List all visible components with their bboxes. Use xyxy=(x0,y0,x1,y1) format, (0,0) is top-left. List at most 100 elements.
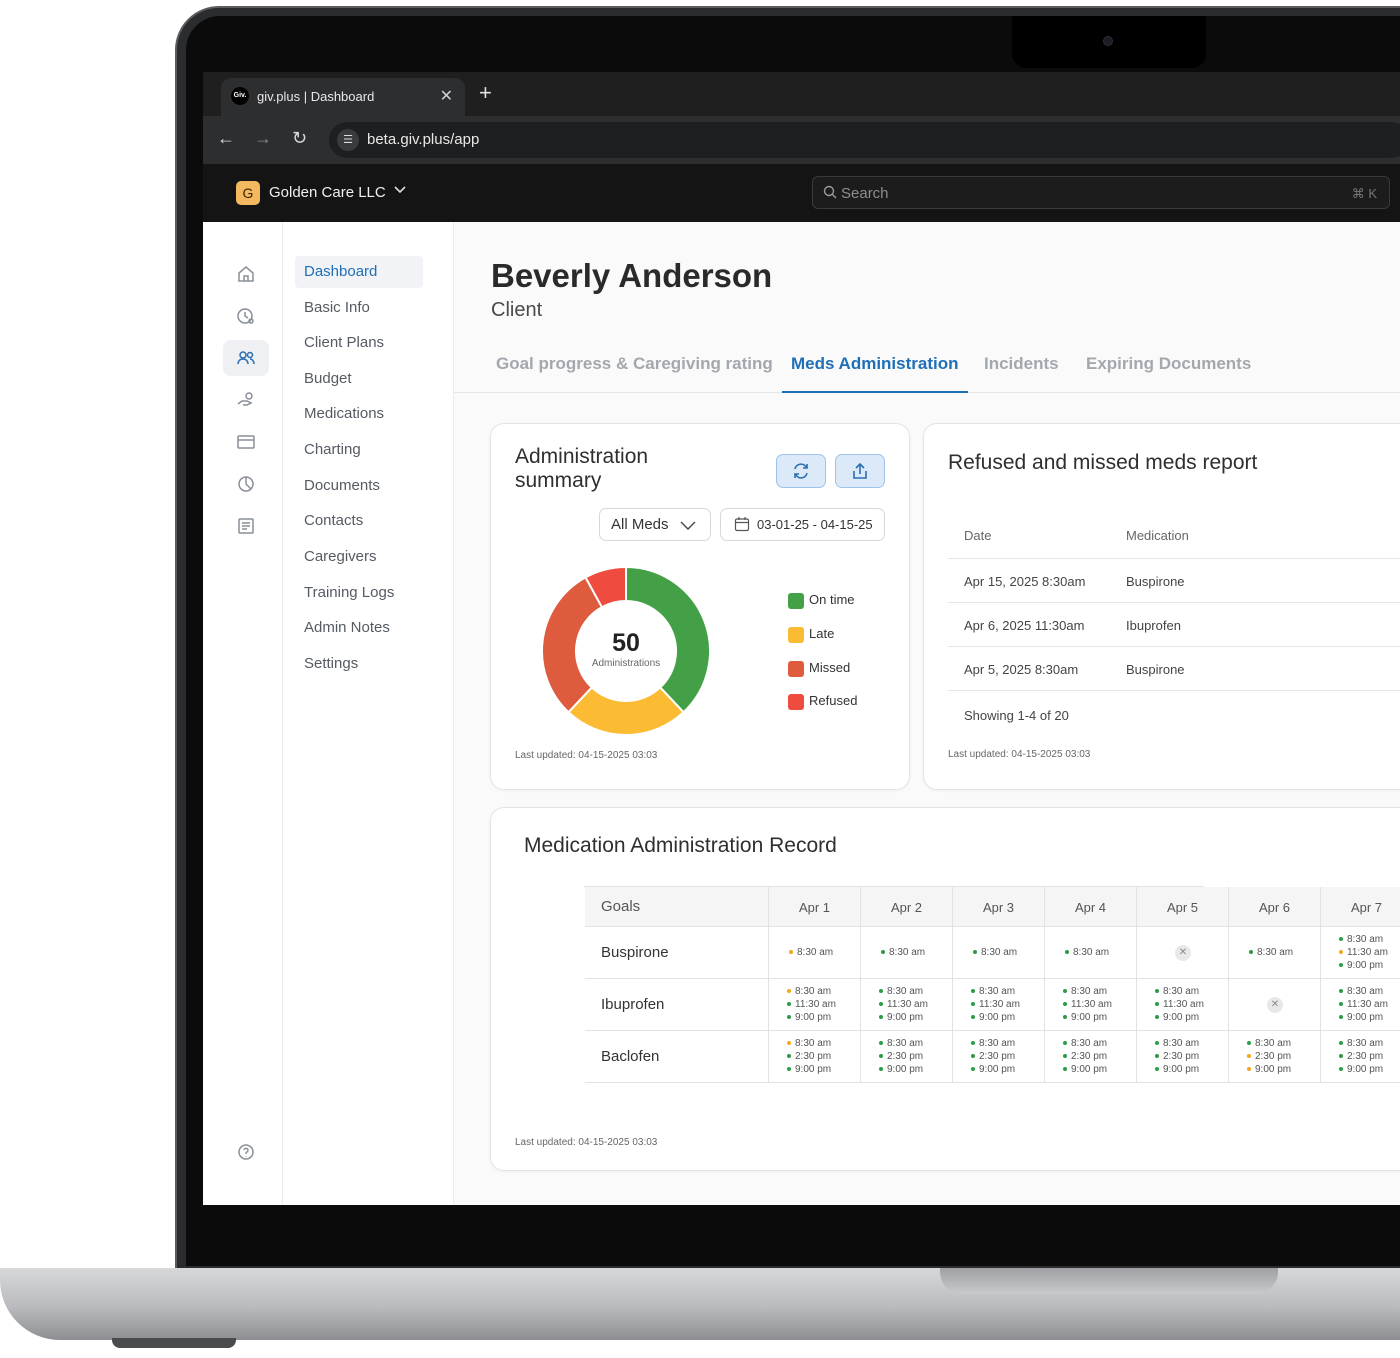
mar-cell[interactable]: 8:30 am 11:30 am 9:00 pm xyxy=(1137,979,1229,1031)
mar-dose-time: 8:30 am xyxy=(787,1037,831,1050)
mar-cell[interactable]: 8:30 am 2:30 pm 9:00 pm xyxy=(769,1031,861,1083)
search-input[interactable]: Search ⌘ K xyxy=(812,176,1390,209)
dose-status-dot xyxy=(1249,950,1253,955)
dose-status-dot xyxy=(1339,1002,1343,1007)
mar-dose-time: 9:00 pm xyxy=(1247,1063,1291,1076)
mar-cell[interactable]: 8:30 am 2:30 pm 9:00 pm xyxy=(1045,1031,1137,1083)
search-shortcut: ⌘ K xyxy=(1351,186,1377,201)
browser-tab[interactable]: Giv. giv.plus | Dashboard ✕ xyxy=(221,78,465,116)
subnav-item-admin-notes[interactable]: Admin Notes xyxy=(304,619,390,636)
legend-label: Late xyxy=(809,626,835,641)
mar-dose-time: 11:30 am xyxy=(879,998,928,1011)
clock-person-icon[interactable] xyxy=(223,298,269,334)
mar-cell[interactable]: 8:30 am xyxy=(769,927,861,979)
dose-status-dot xyxy=(1155,1041,1159,1046)
tab-goal-progress[interactable]: Goal progress & Caregiving rating xyxy=(496,354,773,373)
legend-item-late: Late xyxy=(788,625,834,643)
mar-cell[interactable]: 8:30 am 11:30 am 9:00 pm xyxy=(1045,979,1137,1031)
mar-cell[interactable]: 8:30 am 11:30 am 9:00 pm xyxy=(1321,927,1400,979)
dose-status-dot xyxy=(879,1002,883,1007)
tab-title: giv.plus | Dashboard xyxy=(257,89,375,104)
dose-status-dot xyxy=(1247,1041,1251,1046)
dose-status-dot xyxy=(1339,963,1343,968)
subnav-item-client-plans[interactable]: Client Plans xyxy=(304,334,385,351)
subnav-item-documents[interactable]: Documents xyxy=(304,477,380,494)
legend-label: Missed xyxy=(809,660,851,675)
donut-slice-on-time xyxy=(625,566,711,714)
subnav-item-training-logs[interactable]: Training Logs xyxy=(304,584,395,601)
dose-status-dot xyxy=(881,950,885,955)
help-icon[interactable] xyxy=(223,1134,269,1170)
camera-icon xyxy=(1103,36,1113,46)
subnav-item-caregivers[interactable]: Caregivers xyxy=(304,548,377,565)
meds-filter-select[interactable]: All Meds xyxy=(599,508,711,541)
mar-dose-time: 2:30 pm xyxy=(1339,1050,1383,1063)
mar-cell[interactable]: ✕ xyxy=(1229,979,1321,1031)
browser-tab-bar: Giv. giv.plus | Dashboard ✕ + xyxy=(203,72,1400,116)
site-settings-icon[interactable]: ☰ xyxy=(337,129,359,151)
mar-dose-time: 9:00 pm xyxy=(971,1063,1015,1076)
chevron-down-icon xyxy=(680,521,696,530)
subnav-item-settings[interactable]: Settings xyxy=(304,655,359,672)
refresh-button[interactable] xyxy=(776,454,826,488)
mar-cell[interactable]: ✕ xyxy=(1137,927,1229,979)
export-button[interactable] xyxy=(835,454,885,488)
mar-cell[interactable]: 8:30 am xyxy=(1045,927,1137,979)
subnav-item-contacts[interactable]: Contacts xyxy=(304,512,364,529)
forward-icon[interactable]: → xyxy=(254,128,272,148)
url-field[interactable]: ☰ beta.giv.plus/app xyxy=(329,122,1400,158)
subnav-item-dashboard[interactable]: Dashboard xyxy=(295,256,423,288)
mar-cell[interactable]: 8:30 am 11:30 am 9:00 pm xyxy=(953,979,1045,1031)
notes-icon[interactable] xyxy=(223,508,269,544)
tab-incidents[interactable]: Incidents xyxy=(984,354,1059,373)
dose-status-dot xyxy=(1063,1054,1067,1059)
mar-dose-time: 8:30 am xyxy=(1063,1037,1107,1050)
dose-status-dot xyxy=(1155,1054,1159,1059)
reload-icon[interactable]: ↻ xyxy=(292,128,308,148)
report-divider xyxy=(948,558,1400,559)
mar-cell[interactable]: 8:30 am xyxy=(953,927,1045,979)
mar-cell[interactable]: 8:30 am 2:30 pm 9:00 pm xyxy=(861,1031,953,1083)
org-switcher[interactable]: Golden Care LLC xyxy=(269,184,386,201)
refused-missed-report-card: Refused and missed meds report Date Medi… xyxy=(923,423,1400,790)
users-icon[interactable] xyxy=(223,340,269,376)
mar-cell[interactable]: 8:30 am xyxy=(861,927,953,979)
subnav-item-charting[interactable]: Charting xyxy=(304,441,361,458)
subnav-item-budget[interactable]: Budget xyxy=(304,370,352,387)
mar-dose-time: 8:30 am xyxy=(1155,985,1199,998)
new-tab-icon[interactable]: + xyxy=(479,80,492,105)
hand-care-icon[interactable] xyxy=(223,382,269,418)
mar-cell[interactable]: 8:30 am 2:30 pm 9:00 pm xyxy=(1229,1031,1321,1083)
date-range-picker[interactable]: 03-01-25 - 04-15-25 xyxy=(720,508,885,541)
dose-status-dot xyxy=(1155,1002,1159,1007)
tab-expiring-documents[interactable]: Expiring Documents xyxy=(1086,354,1252,373)
tab-meds-administration[interactable]: Meds Administration xyxy=(782,354,968,393)
mar-cell[interactable]: 8:30 am xyxy=(1229,927,1321,979)
home-icon[interactable] xyxy=(223,256,269,292)
back-icon[interactable]: ← xyxy=(217,128,235,148)
pie-chart-icon[interactable] xyxy=(223,466,269,502)
mar-cell[interactable]: 8:30 am 2:30 pm 9:00 pm xyxy=(1137,1031,1229,1083)
mar-dose-time: 8:30 am xyxy=(1339,933,1383,946)
report-title: Refused and missed meds report xyxy=(948,451,1258,474)
subnav-item-medications[interactable]: Medications xyxy=(304,405,385,422)
mar-cell[interactable]: 8:30 am 2:30 pm 9:00 pm xyxy=(953,1031,1045,1083)
laptop-foot xyxy=(112,1338,236,1348)
dose-status-dot xyxy=(1247,1054,1251,1059)
mar-card: Medication Administration Record Goals Ap… xyxy=(490,807,1400,1171)
report-header-medication: Medication xyxy=(1126,528,1189,543)
mar-header-day: Apr 1 xyxy=(769,887,861,927)
card-icon[interactable] xyxy=(223,424,269,460)
close-tab-icon[interactable]: ✕ xyxy=(439,88,453,105)
subnav-item-basic-info[interactable]: Basic Info xyxy=(304,299,370,316)
mar-cell[interactable]: 8:30 am 11:30 am 9:00 pm xyxy=(861,979,953,1031)
report-divider xyxy=(948,646,1400,647)
mar-header-day: Apr 2 xyxy=(861,887,953,927)
mar-header-day: Apr 3 xyxy=(953,887,1045,927)
mar-cell[interactable]: 8:30 am 11:30 am 9:00 pm xyxy=(769,979,861,1031)
chevron-down-icon[interactable] xyxy=(393,182,407,199)
mar-cell[interactable]: 8:30 am 2:30 pm 9:00 pm xyxy=(1321,1031,1400,1083)
mar-cell[interactable]: 8:30 am 11:30 am 9:00 pm xyxy=(1321,979,1400,1031)
mar-title: Medication Administration Record xyxy=(524,834,837,857)
